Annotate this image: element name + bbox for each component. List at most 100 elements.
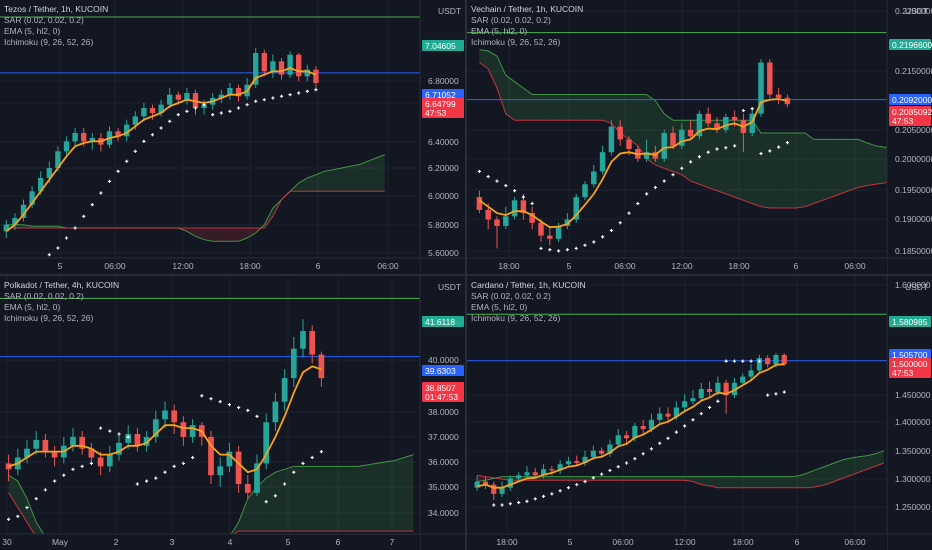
ichimoku-cloud-segment bbox=[751, 476, 760, 488]
ichimoku-cloud-segment bbox=[637, 94, 647, 159]
time-tick-label: 06:00 bbox=[104, 261, 126, 271]
sar-point bbox=[732, 359, 737, 363]
time-tick-label: May bbox=[52, 537, 69, 547]
candle-body bbox=[540, 469, 547, 476]
candle-body bbox=[141, 108, 147, 117]
price-badge-label: 1.500000 bbox=[892, 359, 928, 369]
ichimoku-cloud-segment bbox=[775, 476, 785, 488]
candle-body bbox=[272, 401, 279, 423]
candle-body bbox=[81, 133, 87, 142]
ichimoku-cloud-segment bbox=[717, 120, 726, 194]
price-badge bbox=[422, 107, 464, 118]
candle-body bbox=[162, 410, 168, 420]
sar-point bbox=[301, 461, 305, 466]
candle-body bbox=[281, 378, 288, 402]
price-badge bbox=[422, 316, 464, 327]
candle-body bbox=[97, 457, 104, 467]
ichimoku-cloud-segment bbox=[681, 120, 691, 182]
ichimoku-cloud-segment bbox=[701, 476, 710, 486]
sar-point bbox=[636, 201, 640, 206]
ichimoku-cloud-segment bbox=[769, 133, 779, 208]
ichimoku-cloud-segment bbox=[857, 139, 867, 188]
ichimoku-cloud-segment bbox=[726, 476, 735, 488]
candle-body bbox=[313, 69, 319, 83]
currency-label: USDT bbox=[905, 282, 928, 292]
candle-body bbox=[538, 222, 544, 236]
ichimoku-cloud-segment bbox=[585, 476, 594, 481]
polkadot-chart-panel[interactable]: USDT 40.0000 38.0000 37.0000 36.0000 35.0000 3… bbox=[0, 276, 465, 550]
sar-point bbox=[168, 119, 172, 123]
sar-point bbox=[279, 94, 284, 98]
sar-point bbox=[71, 467, 75, 471]
vechain-chart-panel[interactable]: USDT 0.2200000 0.2150000 0.2050000 0.2000000… bbox=[467, 0, 932, 274]
candle-body bbox=[623, 435, 630, 439]
price-badge bbox=[889, 39, 931, 50]
ichimoku-cloud-segment bbox=[743, 120, 753, 204]
ichimoku-cloud-segment bbox=[708, 120, 717, 191]
sar-point bbox=[513, 189, 517, 193]
sar-point bbox=[16, 514, 20, 518]
ichimoku-cloud-segment bbox=[395, 457, 405, 532]
ichimoku-cloud-segment bbox=[339, 466, 349, 532]
sar-point bbox=[271, 96, 275, 100]
ichimoku-cloud-segment bbox=[238, 228, 248, 242]
polkadot-chart-svg[interactable]: USDT 40.0000 38.0000 37.0000 36.0000 35.0000 3… bbox=[0, 276, 465, 550]
candle-body bbox=[532, 472, 538, 476]
ichimoku-cloud-segment bbox=[367, 158, 377, 192]
candle-body bbox=[296, 54, 302, 77]
time-axis bbox=[467, 258, 887, 274]
candle-body bbox=[690, 398, 696, 402]
sar-point bbox=[600, 472, 604, 476]
sar-point bbox=[116, 169, 120, 173]
horizontal-divider[interactable] bbox=[0, 274, 932, 276]
sar-point bbox=[154, 476, 158, 480]
ichimoku-cloud-segment bbox=[875, 450, 884, 467]
ichimoku-cloud-segment bbox=[376, 154, 385, 192]
candle-body bbox=[253, 53, 259, 85]
price-badge-label: 41.6118 bbox=[425, 317, 455, 327]
sar-point bbox=[99, 191, 103, 195]
sar-point bbox=[777, 145, 781, 149]
candle-body bbox=[749, 113, 755, 133]
price-tick-label: 5.80000 bbox=[428, 220, 459, 230]
sar-point bbox=[616, 465, 620, 469]
price-badge-label: 0.2092000 bbox=[892, 95, 932, 105]
sar-point bbox=[627, 211, 631, 215]
ichimoku-cloud-segment bbox=[809, 469, 818, 488]
candle-body bbox=[657, 413, 663, 420]
ichimoku-cloud-segment bbox=[14, 224, 24, 228]
price-badge-label: 47:53 bbox=[425, 108, 447, 118]
ichimoku-cloud-segment bbox=[742, 476, 752, 488]
ichimoku-cloud-segment bbox=[266, 472, 276, 532]
sar-point bbox=[126, 435, 130, 439]
candle-body bbox=[756, 358, 762, 371]
candle-body bbox=[217, 466, 224, 476]
sar-point bbox=[181, 461, 185, 466]
ema-line bbox=[478, 98, 788, 229]
candle-body bbox=[189, 425, 196, 437]
candle-body bbox=[33, 439, 40, 449]
sar-point bbox=[47, 253, 51, 257]
sar-point bbox=[785, 141, 789, 145]
time-axis bbox=[0, 534, 420, 550]
time-tick-label: 06:00 bbox=[377, 261, 399, 271]
candle-body bbox=[175, 94, 181, 100]
cardano-chart-panel[interactable]: USDT 1.600000 1.450000 1.400000 1.350000 1.30… bbox=[467, 276, 932, 550]
ichimoku-cloud-segment bbox=[247, 486, 257, 532]
price-tick-label: 38.0000 bbox=[428, 407, 459, 417]
sar-point bbox=[566, 486, 571, 490]
ema-line bbox=[476, 363, 785, 489]
candle-body bbox=[3, 224, 9, 232]
sar-point bbox=[699, 412, 703, 416]
sar-point bbox=[741, 108, 745, 113]
ichimoku-cloud-segment bbox=[717, 476, 727, 488]
sar-point bbox=[557, 249, 561, 253]
ichimoku-cloud-segment bbox=[813, 139, 823, 204]
tezos-chart-panel[interactable]: USDT6.800006.600006.400006.200006.000005… bbox=[0, 0, 465, 274]
sar-point bbox=[774, 392, 778, 396]
ichimoku-cloud-segment bbox=[784, 476, 793, 488]
tezos-chart-svg[interactable]: USDT6.800006.600006.400006.200006.000005… bbox=[0, 0, 465, 274]
candle-body bbox=[499, 487, 505, 494]
